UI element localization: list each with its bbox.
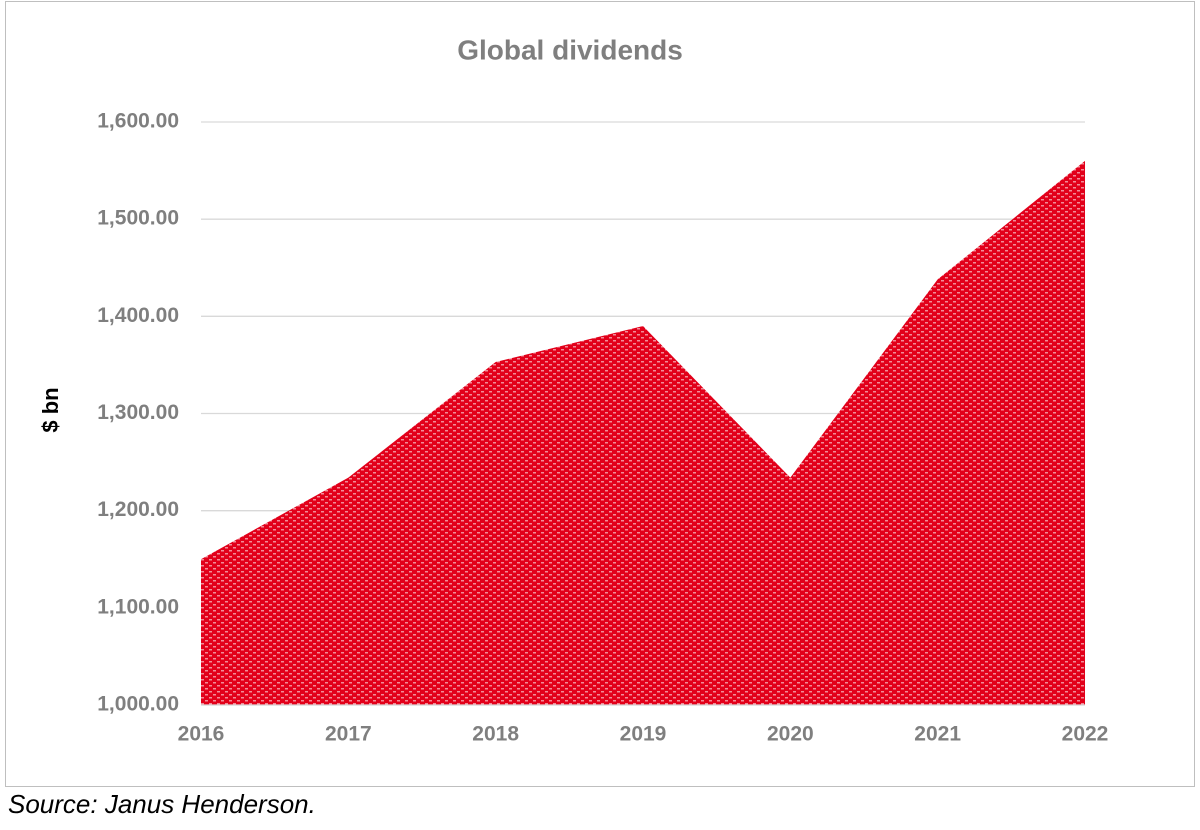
area (201, 160, 1085, 705)
x-tick-label: 2018 (472, 723, 519, 746)
y-tick-label: 1,200.00 (97, 498, 179, 521)
y-tick-label: 1,000.00 (97, 693, 179, 716)
y-tick-label: 1,400.00 (97, 304, 179, 327)
chart-title: Global dividends (457, 34, 683, 65)
source-note: Source: Janus Henderson. (8, 789, 316, 819)
y-tick-label: 1,300.00 (97, 401, 179, 424)
x-tick-label: 2017 (325, 723, 372, 746)
x-tick-label: 2016 (178, 723, 225, 746)
y-tick-label: 1,500.00 (97, 207, 179, 230)
x-tick-label: 2021 (914, 723, 961, 746)
y-tick-label: 1,100.00 (97, 595, 179, 618)
x-tick-label: 2019 (620, 723, 667, 746)
y-tick-label: 1,600.00 (97, 110, 179, 133)
y-axis-label: $ bn (38, 387, 63, 432)
x-tick-label: 2022 (1062, 723, 1109, 746)
x-tick-label: 2020 (767, 723, 814, 746)
